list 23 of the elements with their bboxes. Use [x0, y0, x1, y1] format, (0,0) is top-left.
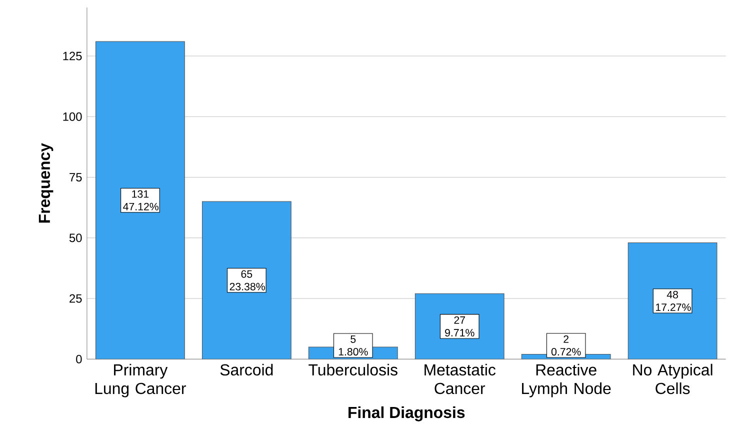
bar [628, 242, 718, 360]
y-tick-label: 50 [69, 234, 82, 242]
data-label: 65 23.38% [230, 270, 265, 290]
y-tick-label: 25 [70, 294, 82, 303]
x-axis-title: Final Diagnosis [348, 406, 465, 422]
y-tick-label: 125 [63, 52, 82, 60]
data-label: 2 0.72% [551, 335, 581, 356]
y-tick-label: 0 [76, 354, 82, 364]
x-tick-label: Reactive Lymph Node [522, 364, 611, 398]
bar [96, 41, 185, 360]
x-tick-label: Sarcoid [220, 364, 273, 376]
data-label: 131 47.12% [123, 190, 158, 210]
x-tick-label: No Atypical Cells [633, 364, 712, 394]
y-tick-label: 75 [70, 173, 82, 182]
data-label: 5 1.80% [338, 335, 368, 356]
y-axis-title: Frequency [38, 143, 54, 223]
y-tick-label: 100 [63, 112, 82, 121]
data-label: 48 17.27% [656, 290, 691, 311]
x-tick-label: Metastatic Cancer [424, 364, 496, 394]
x-tick-label: Tuberculosis [308, 364, 398, 376]
bar [202, 201, 292, 360]
data-label: 27 9.71% [445, 316, 474, 336]
x-tick-label: Primary Lung Cancer [95, 364, 186, 398]
